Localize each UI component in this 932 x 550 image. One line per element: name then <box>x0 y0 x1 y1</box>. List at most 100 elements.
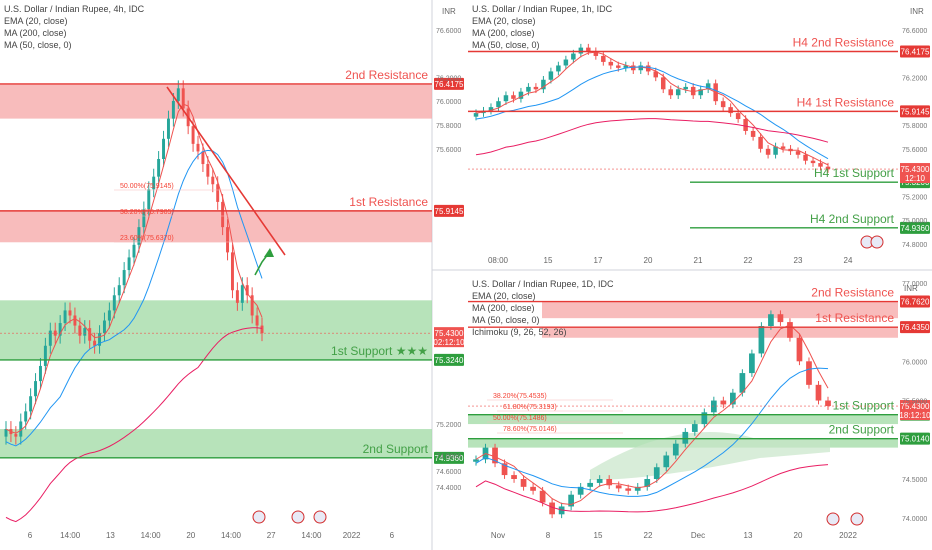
x-tick: 24 <box>844 256 853 265</box>
candle-body <box>14 434 18 437</box>
candle-body <box>102 320 106 334</box>
candle-body <box>758 136 763 149</box>
x-tick: 2022 <box>343 531 361 540</box>
candle-body <box>530 486 536 491</box>
y-tick: 74.5000 <box>902 477 927 484</box>
candle-body <box>176 88 180 101</box>
y-tick: 75.0000 <box>902 218 927 225</box>
candle-body <box>720 101 726 108</box>
candle-body <box>541 79 546 90</box>
candle-body <box>795 151 801 155</box>
x-tick: 08:00 <box>488 256 509 265</box>
level-label-1: 1st Resistance <box>815 311 894 325</box>
candle-body <box>191 126 195 144</box>
fib-label: 61.80%(75.3193) <box>503 404 557 411</box>
level-label-3: 2nd Support <box>829 423 895 437</box>
level-badge-bg-0 <box>900 295 930 308</box>
candle-body <box>255 315 259 326</box>
ma-50-line <box>475 66 829 160</box>
candle-body <box>683 86 688 90</box>
x-tick: 14:00 <box>60 531 81 540</box>
level-badge-3: 75.0140 <box>901 435 930 444</box>
x-tick: 20 <box>186 531 195 540</box>
fib-label: 50.00%(75.1486) <box>493 415 547 422</box>
candle-body <box>777 314 784 323</box>
candle-body <box>593 51 599 56</box>
y-tick: 74.0000 <box>902 516 927 523</box>
candle-body <box>539 490 546 503</box>
zone-sup-3 <box>0 429 432 458</box>
y-tick: 76.0000 <box>902 359 927 366</box>
zone-res-1 <box>0 210 432 243</box>
candle-body <box>743 119 748 131</box>
x-tick: 23 <box>794 256 803 265</box>
price-badge-text: 18:12:10 <box>899 411 931 420</box>
candle-body <box>720 400 727 405</box>
candle-body <box>226 227 230 253</box>
candle-body <box>818 163 823 167</box>
candle-body <box>117 285 121 296</box>
candle-body <box>668 89 673 96</box>
header-line: MA (200, close) <box>472 28 535 38</box>
candle-body <box>623 65 629 68</box>
ichimoku-cloud <box>590 431 830 480</box>
header-line: MA (200, close) <box>472 303 535 313</box>
header-line: MA (50, close, 0) <box>472 315 540 325</box>
candle-body <box>230 252 234 291</box>
candle-body <box>780 146 786 149</box>
y-tick-left: 75.2000 <box>436 422 461 429</box>
level-badge-0: 76.4175 <box>435 80 464 89</box>
zone-res-0 <box>542 301 898 319</box>
header-line: U.S. Dollar / Indian Rupee, 4h, IDC <box>4 4 145 14</box>
y-tick: 76.6000 <box>902 28 927 35</box>
candle-body <box>563 59 569 66</box>
candle-body <box>768 314 774 326</box>
level-badge-3: 74.9360 <box>901 224 930 233</box>
candle-body <box>730 392 736 405</box>
candle-body <box>690 86 696 96</box>
candle-body <box>825 166 831 170</box>
x-tick: 2022 <box>839 531 857 540</box>
level-label-0: 2nd Resistance <box>811 286 894 300</box>
level-label-3: 2nd Support <box>363 442 429 456</box>
candle-body <box>171 100 175 119</box>
level-badge-bg-3 <box>900 221 930 234</box>
x-tick: 8 <box>546 531 551 540</box>
candle-body <box>488 107 494 111</box>
candle-body <box>577 486 584 495</box>
candle-body <box>660 77 666 90</box>
pane-left: 2nd Resistance 76.4175 1st Resistance 75.91… <box>0 4 465 540</box>
price-badge-bg <box>434 327 464 348</box>
candle-body <box>526 86 531 92</box>
candle-body <box>701 412 708 425</box>
zone-sup-2 <box>0 300 432 360</box>
level-label-2: 1st Support <box>833 399 895 413</box>
candle-body <box>803 154 808 161</box>
candle-body <box>88 328 92 341</box>
candle-body <box>221 201 225 228</box>
candle-body <box>19 421 23 437</box>
y-tick: 77.0000 <box>902 281 927 288</box>
candle-body <box>587 482 594 487</box>
x-tick: 22 <box>644 531 653 540</box>
candle-body <box>810 160 816 164</box>
candle-body <box>787 322 793 338</box>
level-badge-bg-3 <box>434 451 464 464</box>
x-tick: 6 <box>390 531 395 540</box>
level-badge-bg-0 <box>900 45 930 58</box>
header-line: Ichimoku (9, 26, 52, 26) <box>472 327 567 337</box>
x-tick: Nov <box>491 531 505 540</box>
candle-body <box>29 396 33 412</box>
candle-body <box>691 424 698 432</box>
candle-body <box>608 61 614 66</box>
candle-body <box>750 130 756 137</box>
y-tick: 75.2000 <box>902 194 927 201</box>
zone-res-0 <box>0 83 432 119</box>
candle-body <box>211 176 215 185</box>
y-tick-left: 76.6000 <box>436 28 461 35</box>
header-line: EMA (20, close) <box>4 16 68 26</box>
candle-body <box>216 184 220 202</box>
candle-body <box>616 65 621 68</box>
zone-sup-2 <box>468 414 898 425</box>
